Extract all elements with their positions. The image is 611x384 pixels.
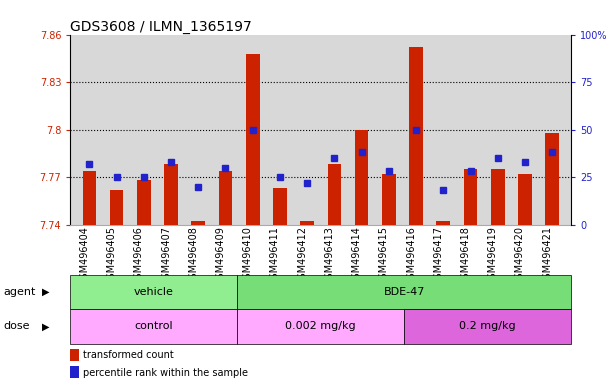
Text: GSM496416: GSM496416 <box>406 226 416 285</box>
Bar <box>70 349 79 361</box>
Text: GDS3608 / ILMN_1365197: GDS3608 / ILMN_1365197 <box>70 20 252 33</box>
Bar <box>70 309 237 344</box>
Text: GSM496410: GSM496410 <box>243 226 253 285</box>
Text: GSM496405: GSM496405 <box>106 226 117 285</box>
Bar <box>191 222 205 225</box>
Bar <box>110 190 123 225</box>
Text: ▶: ▶ <box>42 321 49 331</box>
Bar <box>382 174 396 225</box>
Text: GSM496421: GSM496421 <box>542 226 552 285</box>
Text: vehicle: vehicle <box>134 287 174 297</box>
Bar <box>273 188 287 225</box>
Bar <box>464 169 477 225</box>
Text: GSM496411: GSM496411 <box>270 226 280 285</box>
Bar <box>491 169 505 225</box>
Text: transformed count: transformed count <box>83 350 174 360</box>
Text: GSM496407: GSM496407 <box>161 226 171 285</box>
Text: dose: dose <box>3 321 29 331</box>
Bar <box>409 47 423 225</box>
Text: control: control <box>134 321 173 331</box>
Text: BDE-47: BDE-47 <box>384 287 425 297</box>
Bar <box>355 130 368 225</box>
Text: percentile rank within the sample: percentile rank within the sample <box>83 367 248 377</box>
Bar <box>82 171 96 225</box>
Text: GSM496419: GSM496419 <box>488 226 498 285</box>
Bar <box>137 180 150 225</box>
Text: GSM496417: GSM496417 <box>433 226 444 285</box>
Bar <box>436 222 450 225</box>
Text: 0.002 mg/kg: 0.002 mg/kg <box>285 321 356 331</box>
Bar <box>518 174 532 225</box>
Text: 0.2 mg/kg: 0.2 mg/kg <box>459 321 516 331</box>
Text: ▶: ▶ <box>42 287 49 297</box>
Bar <box>246 54 260 225</box>
Bar <box>546 133 559 225</box>
Bar <box>164 164 178 225</box>
Bar <box>70 366 79 379</box>
Text: GSM496418: GSM496418 <box>461 226 470 285</box>
Text: GSM496409: GSM496409 <box>216 226 225 285</box>
Bar <box>404 309 571 344</box>
Text: agent: agent <box>3 287 35 297</box>
Bar <box>237 275 571 309</box>
Text: GSM496413: GSM496413 <box>324 226 334 285</box>
Text: GSM496406: GSM496406 <box>134 226 144 285</box>
Bar <box>327 164 341 225</box>
Bar <box>237 309 404 344</box>
Text: GSM496404: GSM496404 <box>79 226 89 285</box>
Text: GSM496420: GSM496420 <box>515 226 525 285</box>
Text: GSM496415: GSM496415 <box>379 226 389 285</box>
Bar <box>219 171 232 225</box>
Bar <box>301 222 314 225</box>
Text: GSM496412: GSM496412 <box>297 226 307 285</box>
Bar <box>70 275 237 309</box>
Text: GSM496414: GSM496414 <box>351 226 362 285</box>
Text: GSM496408: GSM496408 <box>188 226 198 285</box>
